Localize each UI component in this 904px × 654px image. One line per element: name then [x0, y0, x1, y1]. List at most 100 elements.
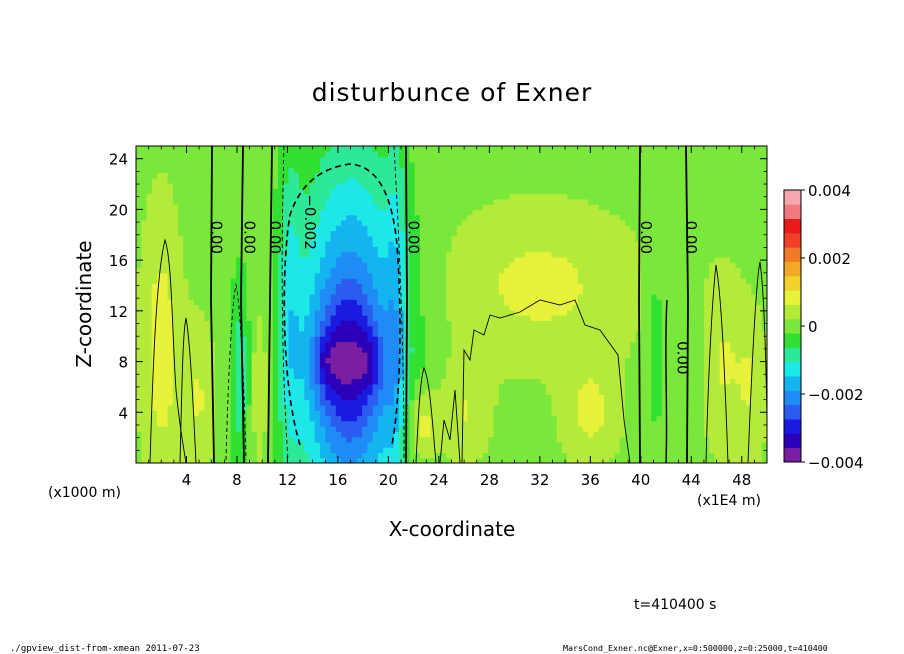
heatmap-cell: [272, 156, 279, 163]
heatmap-cell: [335, 188, 342, 195]
heatmap-cell: [225, 146, 232, 152]
heatmap-cell: [519, 378, 526, 385]
heatmap-cell: [230, 420, 237, 427]
heatmap-cell: [267, 341, 274, 348]
heatmap-cell: [435, 389, 442, 395]
heatmap-cell: [214, 198, 221, 205]
heatmap-cell: [251, 309, 258, 316]
heatmap-cell: [304, 209, 311, 216]
heatmap-cell: [356, 288, 363, 295]
heatmap-cell: [293, 362, 300, 369]
heatmap-cell: [435, 447, 442, 454]
heatmap-cell: [146, 336, 153, 343]
heatmap-cell: [483, 309, 489, 316]
heatmap-cell: [477, 320, 484, 327]
heatmap-cell: [356, 341, 363, 348]
heatmap-cell: [178, 156, 184, 163]
heatmap-cell: [493, 426, 500, 432]
heatmap-cell: [157, 188, 163, 195]
heatmap-cell: [546, 441, 553, 448]
heatmap-cell: [398, 383, 405, 390]
heatmap-cell: [320, 315, 326, 321]
heatmap-cell: [141, 235, 148, 242]
heatmap-cell: [162, 293, 169, 300]
heatmap-cell: [540, 441, 547, 448]
heatmap-cell: [288, 299, 295, 306]
heatmap-cell: [519, 293, 526, 300]
heatmap-cell: [477, 172, 484, 179]
heatmap-cell: [483, 193, 489, 200]
heatmap-cell: [157, 320, 163, 327]
heatmap-cell: [204, 288, 211, 295]
heatmap-cell: [546, 146, 553, 152]
heatmap-cell: [409, 235, 416, 242]
heatmap-cell: [372, 404, 379, 411]
heatmap-cell: [272, 357, 279, 364]
heatmap-cell: [567, 457, 574, 463]
heatmap-cell: [157, 214, 163, 221]
heatmap-cell: [483, 177, 489, 184]
heatmap-cell: [335, 346, 342, 353]
heatmap-cell: [304, 378, 311, 385]
heatmap-cell: [425, 283, 432, 290]
heatmap-cell: [414, 198, 421, 205]
heatmap-cell: [388, 357, 395, 364]
heatmap-cell: [314, 426, 321, 432]
heatmap-cell: [356, 394, 363, 401]
heatmap-cell: [467, 251, 474, 258]
heatmap-cell: [398, 309, 405, 316]
heatmap-cell: [414, 336, 421, 343]
heatmap-cell: [472, 146, 479, 152]
heatmap-cell: [299, 357, 305, 364]
heatmap-cell: [172, 283, 179, 290]
heatmap-cell: [193, 447, 200, 454]
heatmap-cell: [477, 161, 484, 168]
heatmap-cell: [409, 299, 416, 306]
heatmap-cell: [230, 146, 237, 152]
heatmap-cell: [341, 267, 347, 274]
heatmap-cell: [141, 315, 148, 321]
heatmap-cell: [362, 383, 368, 390]
heatmap-cell: [330, 256, 337, 263]
heatmap-cell: [488, 309, 495, 316]
heatmap-cell: [304, 410, 311, 417]
heatmap-cell: [493, 373, 500, 380]
heatmap-cell: [341, 367, 347, 374]
heatmap-cell: [440, 235, 447, 242]
heatmap-cell: [251, 330, 258, 337]
heatmap-cell: [509, 151, 516, 158]
heatmap-cell: [435, 172, 442, 179]
heatmap-cell: [136, 452, 142, 459]
heatmap-cell: [509, 383, 516, 390]
heatmap-cell: [356, 198, 363, 205]
heatmap-cell: [225, 420, 232, 427]
heatmap-cell: [320, 262, 326, 269]
heatmap-cell: [430, 330, 437, 337]
heatmap-cell: [167, 436, 174, 443]
heatmap-cell: [167, 167, 174, 174]
heatmap-cell: [451, 436, 458, 443]
heatmap-cell: [256, 336, 263, 343]
heatmap-cell: [393, 389, 400, 395]
heatmap-cell: [430, 367, 437, 374]
heatmap-cell: [483, 204, 489, 210]
heatmap-cell: [351, 378, 358, 385]
heatmap-cell: [430, 246, 437, 253]
heatmap-cell: [351, 367, 358, 374]
heatmap-cell: [167, 336, 174, 343]
heatmap-cell: [451, 256, 458, 263]
heatmap-cell: [519, 394, 526, 401]
heatmap-cell: [430, 352, 437, 358]
heatmap-cell: [493, 415, 500, 422]
heatmap-cell: [430, 309, 437, 316]
heatmap-cell: [262, 230, 269, 237]
heatmap-cell: [572, 431, 579, 438]
heatmap-cell: [251, 293, 258, 300]
heatmap-cell: [214, 383, 221, 390]
heatmap-cell: [530, 278, 537, 284]
heatmap-cell: [425, 151, 432, 158]
heatmap-cell: [535, 447, 542, 454]
heatmap-cell: [162, 315, 169, 321]
heatmap-cell: [204, 325, 211, 332]
heatmap-cell: [309, 283, 316, 290]
